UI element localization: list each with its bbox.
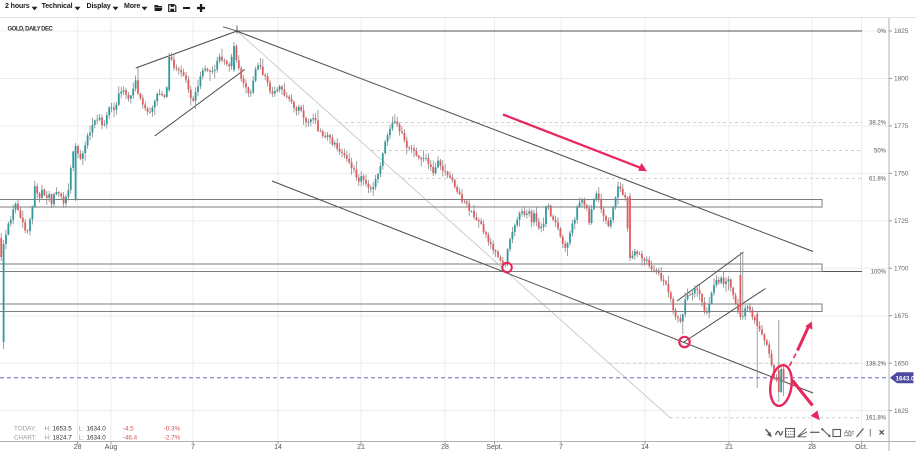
svg-text:-46.4: -46.4 (123, 435, 138, 442)
svg-text:1643.0: 1643.0 (896, 375, 915, 382)
svg-text:H:: H: (45, 435, 52, 442)
svg-text:1634.0: 1634.0 (87, 435, 107, 442)
svg-text:GOLD, DAILY DEC: GOLD, DAILY DEC (8, 27, 54, 33)
svg-text:1825: 1825 (894, 28, 909, 35)
svg-text:1725: 1725 (894, 218, 909, 225)
svg-text:1625: 1625 (894, 408, 909, 415)
svg-text:21: 21 (357, 444, 365, 451)
svg-text:14: 14 (641, 444, 649, 451)
svg-text:Abc: Abc (843, 431, 854, 437)
svg-text:1750: 1750 (894, 171, 909, 178)
svg-text:1634.0: 1634.0 (87, 426, 107, 433)
svg-text:50%: 50% (874, 149, 887, 155)
svg-text:28: 28 (74, 444, 82, 451)
svg-text:Aug: Aug (105, 444, 118, 451)
svg-text:CHART:: CHART: (14, 435, 37, 442)
svg-text:Oct.: Oct. (855, 444, 868, 451)
svg-text:-2.7%: -2.7% (164, 435, 181, 442)
svg-text:-4.5: -4.5 (123, 426, 134, 433)
svg-text:138.2%: 138.2% (866, 361, 887, 367)
svg-text:28: 28 (441, 444, 449, 451)
svg-text:1824.7: 1824.7 (53, 435, 73, 442)
svg-text:-0.3%: -0.3% (164, 426, 181, 433)
svg-text:1700: 1700 (894, 266, 909, 273)
svg-text:L:: L: (79, 435, 85, 442)
svg-text:1775: 1775 (894, 123, 909, 130)
svg-text:Sept.: Sept. (486, 444, 502, 451)
svg-text:38.2%: 38.2% (869, 121, 887, 127)
svg-text:L:: L: (79, 426, 85, 433)
svg-text:H:: H: (45, 426, 52, 433)
svg-text:1675: 1675 (894, 313, 909, 320)
svg-text:14: 14 (274, 444, 282, 451)
svg-text:7: 7 (559, 444, 563, 451)
svg-text:21: 21 (725, 444, 733, 451)
svg-text:161.8%: 161.8% (866, 416, 887, 422)
svg-text:100%: 100% (871, 270, 887, 276)
svg-text:1800: 1800 (894, 76, 909, 83)
svg-text:7: 7 (191, 444, 195, 451)
svg-text:61.8%: 61.8% (869, 176, 887, 182)
svg-text:1653.5: 1653.5 (53, 426, 73, 433)
svg-text:TODAY:: TODAY: (14, 426, 37, 433)
svg-text:0%: 0% (877, 29, 886, 35)
svg-text:1650: 1650 (894, 360, 909, 367)
svg-text:28: 28 (808, 444, 816, 451)
